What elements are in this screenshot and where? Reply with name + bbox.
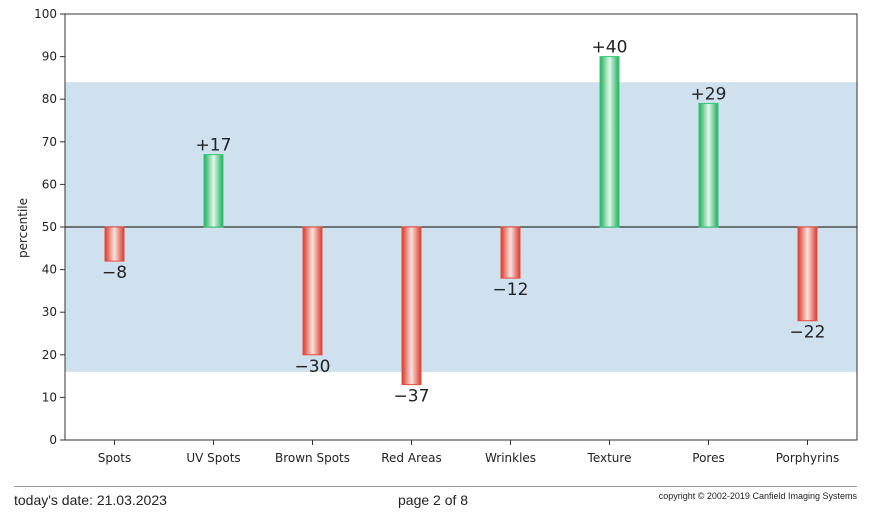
data-label: −30 xyxy=(295,357,331,377)
data-label: −37 xyxy=(394,387,430,407)
y-tick-label: 10 xyxy=(42,390,57,404)
x-tick-label: Brown Spots xyxy=(275,451,350,465)
page-number: page 2 of 8 xyxy=(398,492,469,508)
data-label: −8 xyxy=(102,263,127,283)
x-tick-label: UV Spots xyxy=(186,451,240,465)
data-label: +29 xyxy=(691,84,727,104)
copyright-notice: copyright © 2002-2019 Canfield Imaging S… xyxy=(658,491,857,501)
x-tick-label: Pores xyxy=(692,451,724,465)
x-tick-label: Texture xyxy=(587,451,632,465)
bar-wrinkles xyxy=(500,226,521,279)
data-label: +40 xyxy=(592,38,628,58)
bar-brown-spots xyxy=(302,226,323,356)
bar-porphyrins xyxy=(797,226,818,322)
x-tick-label: Porphyrins xyxy=(776,451,840,465)
y-tick-label: 90 xyxy=(42,50,57,64)
x-tick-label: Spots xyxy=(98,451,132,465)
x-tick-label: Wrinkles xyxy=(485,451,536,465)
bar-chart: 0 10 20 30 40 50 60 70 80 90 100 Spots −8 UV Spots +1… xyxy=(16,7,858,465)
todays-date: today's date: 21.03.2023 xyxy=(14,492,167,508)
bar-texture xyxy=(599,56,620,228)
y-tick-label: 20 xyxy=(42,348,57,362)
y-tick-label: 70 xyxy=(42,135,57,149)
x-tick-label: Red Areas xyxy=(381,451,441,465)
y-tick-label: 30 xyxy=(42,305,57,319)
data-label: −12 xyxy=(493,280,529,300)
y-axis-label: percentile xyxy=(16,198,30,258)
data-label: −22 xyxy=(790,323,826,343)
bar-uv-spots xyxy=(203,154,224,228)
bar-spots xyxy=(104,226,125,262)
y-tick-label: 80 xyxy=(42,92,57,106)
page-footer: today's date: 21.03.2023 page 2 of 8 cop… xyxy=(14,486,857,519)
bar-red-areas xyxy=(401,226,422,386)
data-label: +17 xyxy=(196,136,232,156)
bar-pores xyxy=(698,102,719,228)
y-tick-label: 0 xyxy=(49,433,57,447)
y-tick-label: 100 xyxy=(34,7,57,21)
y-tick-label: 50 xyxy=(42,220,57,234)
y-tick-label: 40 xyxy=(42,263,57,277)
y-tick-label: 60 xyxy=(42,177,57,191)
